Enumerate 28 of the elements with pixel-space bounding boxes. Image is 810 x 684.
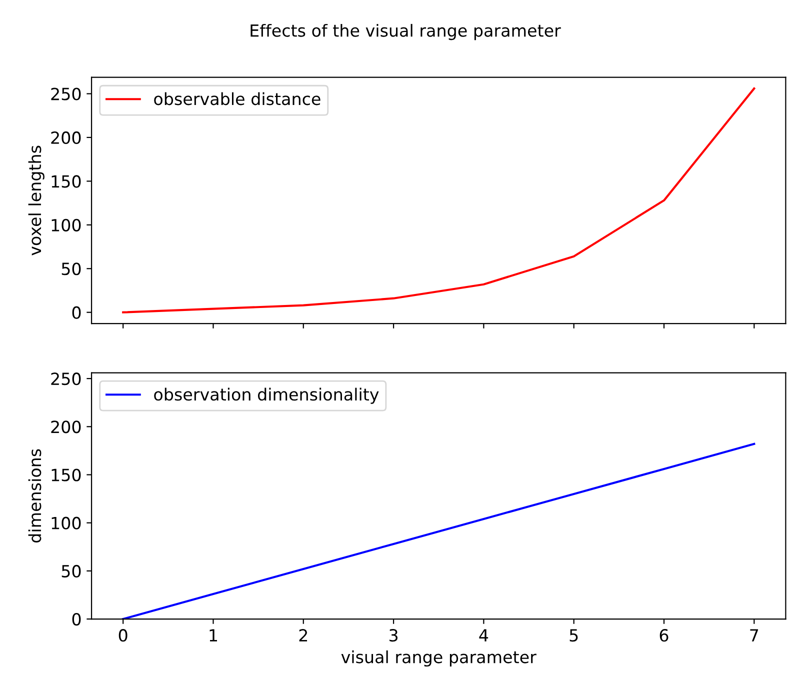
y-tick-label: 150 <box>52 468 81 482</box>
y-tick-label: 50 <box>62 564 81 578</box>
y-axis-title: voxel lengths <box>28 146 44 256</box>
chart-title: Effects of the visual range parameter <box>250 24 561 40</box>
y-tick-label: 250 <box>51 88 81 100</box>
line-series <box>122 442 756 620</box>
y-tick-label: 150 <box>52 175 81 188</box>
y-tick-label: 0 <box>72 306 81 319</box>
line-series <box>122 87 756 314</box>
y-tick-label: 250 <box>51 372 81 386</box>
y-tick-label: 100 <box>52 516 81 530</box>
legend-label: observable distance <box>154 92 320 106</box>
x-tick-label: 1 <box>210 629 217 642</box>
legend-label: observation dimensionality <box>154 388 379 404</box>
y-tick-label: 200 <box>51 420 81 434</box>
x-tick-label: 0 <box>118 629 128 642</box>
x-tick-label: 3 <box>390 629 398 642</box>
x-tick-label: 2 <box>299 629 308 642</box>
y-tick-label: 100 <box>52 218 81 232</box>
x-tick-label: 5 <box>570 629 578 642</box>
y-tick-label: 0 <box>72 612 81 626</box>
y-tick-label: 50 <box>62 262 81 276</box>
x-tick-label: 7 <box>750 629 758 642</box>
x-axis-title: visual range parameter <box>341 650 536 667</box>
x-tick-label: 6 <box>660 629 668 642</box>
y-tick-label: 200 <box>51 131 81 144</box>
x-tick-label: 4 <box>479 629 488 642</box>
y-axis-title: dimensions <box>28 449 42 542</box>
